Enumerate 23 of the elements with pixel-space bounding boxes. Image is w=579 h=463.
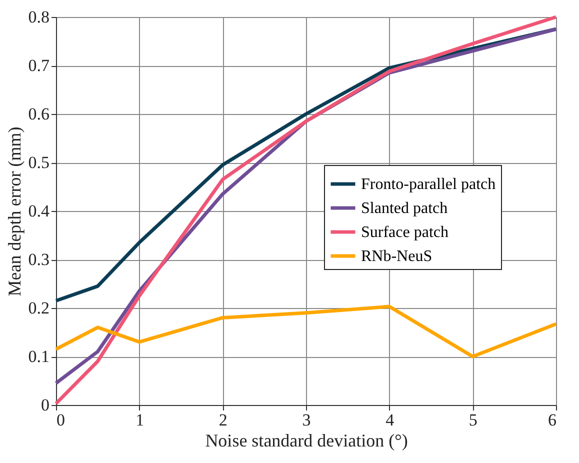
x-tick-label: 4: [386, 410, 395, 430]
y-tick-label: 0.8: [28, 8, 50, 26]
y-tick-label: 0: [41, 396, 50, 414]
legend-label: Slanted patch: [361, 200, 448, 217]
y-tick-label: 0.5: [28, 153, 50, 172]
y-tick-label: 0.1: [28, 347, 50, 366]
x-tick-label: 2: [218, 410, 228, 430]
y-tick-label: 0.4: [28, 202, 50, 220]
x-tick-label: 1: [136, 410, 144, 430]
legend-label: Surface patch: [361, 224, 449, 241]
x-tick-label: 5: [468, 410, 478, 430]
y-tick-label: 0.2: [28, 298, 50, 318]
legend-label: RNb-NeuS: [361, 248, 432, 265]
line-series: [54, 304, 558, 358]
x-tick-label: 6: [548, 410, 556, 430]
x-axis-title: Noise standard deviation (°): [205, 430, 408, 450]
y-tick-label: 0.6: [28, 104, 50, 124]
y-tick-label: 0.3: [28, 250, 50, 269]
legend-label: Fronto-parallel patch: [361, 176, 496, 193]
x-tick-label: 3: [302, 410, 311, 430]
x-tick-label: 0: [56, 410, 65, 430]
y-tick-label: 0.7: [28, 56, 50, 75]
y-axis-title: Mean depth error (mm): [4, 126, 24, 296]
